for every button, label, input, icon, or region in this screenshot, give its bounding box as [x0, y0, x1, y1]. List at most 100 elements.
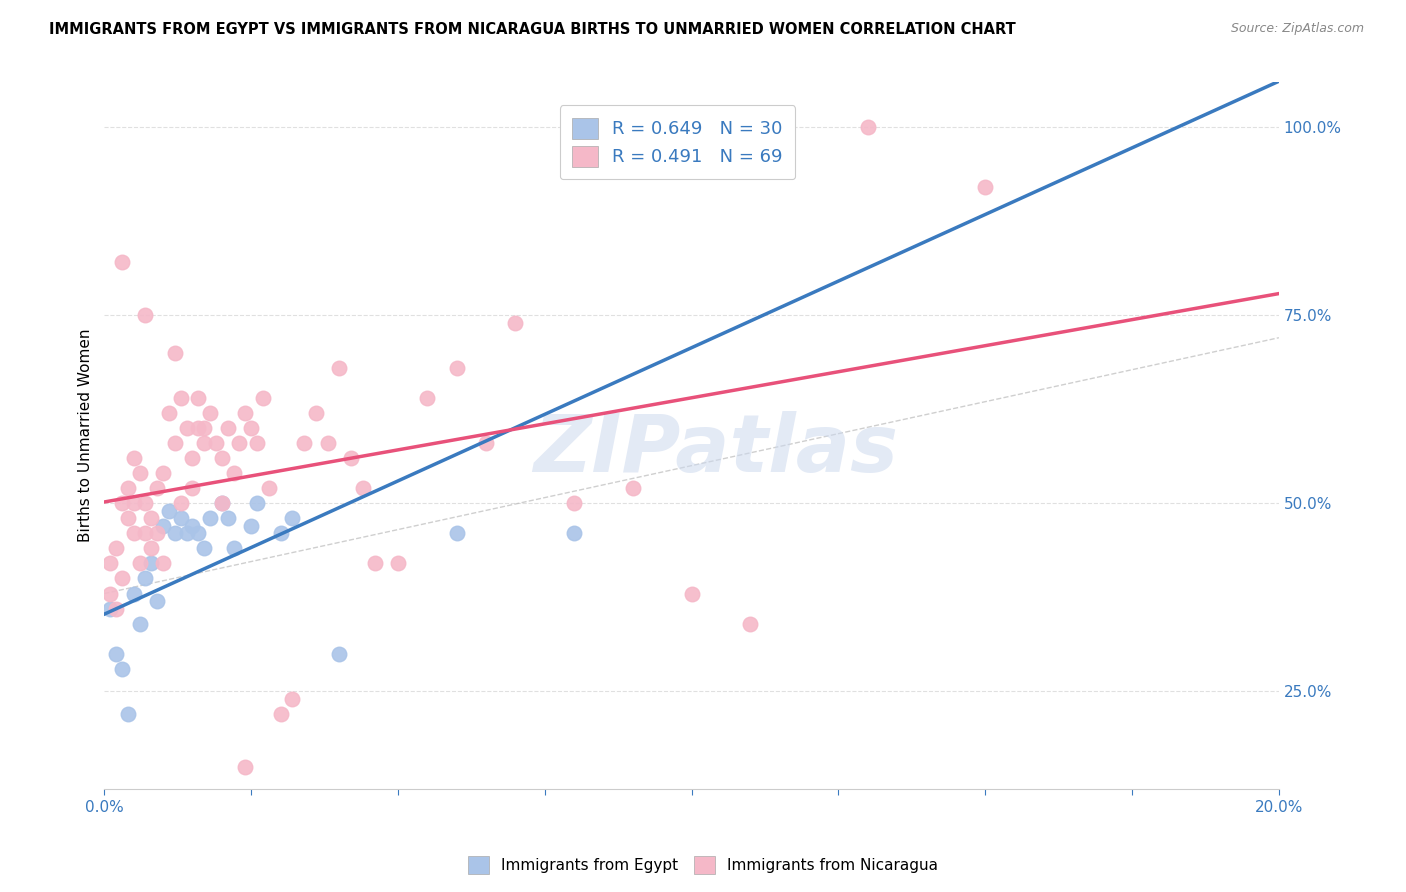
Point — [281, 691, 304, 706]
Point — [252, 391, 274, 405]
Point — [170, 511, 193, 525]
Point — [122, 451, 145, 466]
Point — [187, 526, 209, 541]
Point — [157, 504, 180, 518]
Point — [205, 436, 228, 450]
Point — [105, 647, 128, 661]
Point — [621, 481, 644, 495]
Point — [98, 586, 121, 600]
Point — [98, 601, 121, 615]
Point — [134, 308, 156, 322]
Point — [316, 436, 339, 450]
Point — [233, 406, 256, 420]
Point — [246, 496, 269, 510]
Y-axis label: Births to Unmarried Women: Births to Unmarried Women — [79, 329, 93, 542]
Point — [270, 706, 292, 721]
Point — [187, 421, 209, 435]
Point — [257, 812, 280, 826]
Point — [270, 526, 292, 541]
Point — [681, 586, 703, 600]
Point — [187, 391, 209, 405]
Point — [152, 557, 174, 571]
Point — [176, 421, 198, 435]
Text: IMMIGRANTS FROM EGYPT VS IMMIGRANTS FROM NICARAGUA BIRTHS TO UNMARRIED WOMEN COR: IMMIGRANTS FROM EGYPT VS IMMIGRANTS FROM… — [49, 22, 1017, 37]
Point — [111, 662, 134, 676]
Point — [856, 120, 879, 134]
Point — [163, 345, 186, 359]
Point — [141, 511, 163, 525]
Point — [222, 541, 245, 556]
Point — [211, 451, 233, 466]
Point — [211, 496, 233, 510]
Point — [416, 391, 439, 405]
Point — [122, 496, 145, 510]
Point — [122, 586, 145, 600]
Point — [240, 518, 263, 533]
Text: ZIPatlas: ZIPatlas — [533, 410, 897, 489]
Point — [340, 451, 363, 466]
Point — [98, 557, 121, 571]
Point — [446, 360, 468, 375]
Point — [211, 496, 233, 510]
Point — [134, 526, 156, 541]
Point — [328, 647, 350, 661]
Point — [134, 496, 156, 510]
Point — [105, 541, 128, 556]
Legend: Immigrants from Egypt, Immigrants from Nicaragua: Immigrants from Egypt, Immigrants from N… — [461, 850, 945, 880]
Point — [257, 481, 280, 495]
Point — [146, 526, 169, 541]
Point — [146, 594, 169, 608]
Point — [228, 436, 250, 450]
Point — [222, 466, 245, 480]
Point — [233, 759, 256, 773]
Point — [128, 466, 150, 480]
Point — [105, 601, 128, 615]
Point — [111, 255, 134, 269]
Point — [217, 421, 239, 435]
Point — [387, 557, 409, 571]
Point — [170, 496, 193, 510]
Point — [170, 391, 193, 405]
Point — [146, 481, 169, 495]
Point — [475, 436, 498, 450]
Point — [240, 421, 263, 435]
Point — [111, 572, 134, 586]
Point — [562, 526, 585, 541]
Text: Source: ZipAtlas.com: Source: ZipAtlas.com — [1230, 22, 1364, 36]
Point — [193, 541, 215, 556]
Point — [193, 436, 215, 450]
Point — [134, 572, 156, 586]
Point — [117, 706, 139, 721]
Point — [193, 421, 215, 435]
Point — [217, 511, 239, 525]
Point — [163, 526, 186, 541]
Point — [281, 511, 304, 525]
Point — [974, 180, 997, 194]
Point — [152, 466, 174, 480]
Point — [111, 496, 134, 510]
Point — [176, 526, 198, 541]
Point — [181, 481, 204, 495]
Point — [128, 616, 150, 631]
Point — [181, 451, 204, 466]
Point — [128, 557, 150, 571]
Legend: R = 0.649   N = 30, R = 0.491   N = 69: R = 0.649 N = 30, R = 0.491 N = 69 — [560, 105, 796, 179]
Point — [446, 526, 468, 541]
Point — [181, 518, 204, 533]
Point — [117, 481, 139, 495]
Point — [117, 511, 139, 525]
Point — [634, 150, 657, 164]
Point — [562, 496, 585, 510]
Point — [740, 616, 762, 631]
Point — [198, 406, 221, 420]
Point — [505, 316, 527, 330]
Point — [141, 557, 163, 571]
Point — [305, 406, 328, 420]
Point — [328, 360, 350, 375]
Point — [152, 518, 174, 533]
Point — [163, 436, 186, 450]
Point — [246, 436, 269, 450]
Point — [141, 541, 163, 556]
Point — [122, 526, 145, 541]
Point — [198, 511, 221, 525]
